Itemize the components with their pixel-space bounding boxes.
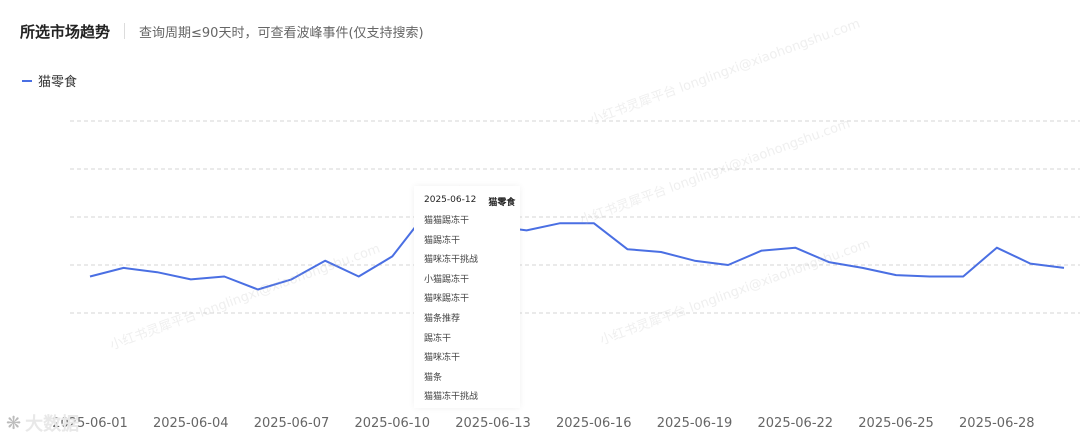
x-tick-label: 2025-06-10 <box>354 416 430 431</box>
logo-icon: ❋ <box>6 412 22 434</box>
chart-tooltip: 2025-06-12 猫零食 猫猫踢冻干 猫踢冻干 猫咪冻干挑战 小猫踢冻干 猫… <box>414 186 520 408</box>
chart-header: 所选市场趋势 查询周期≤90天时，可查看波峰事件(仅支持搜索) <box>20 18 424 44</box>
tooltip-keyword: 猫咪冻干 <box>424 353 461 364</box>
page-subtitle: 查询周期≤90天时，可查看波峰事件(仅支持搜索) <box>139 25 424 41</box>
x-tick-label: 2025-06-07 <box>254 416 330 431</box>
tooltip-keyword: 猫咪冻干挑战 <box>424 255 479 266</box>
tooltip-keyword: 猫条 <box>424 372 443 383</box>
series-line <box>89 194 1065 291</box>
tooltip-keyword-list: 猫猫踢冻干 猫踢冻干 猫咪冻干挑战 小猫踢冻干 猫咪踢冻干 猫条推荐 踢冻干 猫… <box>424 215 478 411</box>
tooltip-date: 2025-06-12 <box>424 195 477 205</box>
legend-line-swatch <box>22 79 32 82</box>
page-title: 所选市场趋势 <box>20 22 111 41</box>
x-tick-label: 2025-06-13 <box>455 416 531 431</box>
x-tick-label: 2025-06-19 <box>657 416 733 431</box>
tooltip-keyword: 猫条推荐 <box>424 313 461 324</box>
tooltip-series-name: 猫零食 <box>488 198 516 208</box>
x-tick-label: 2025-06-01 <box>52 416 128 431</box>
x-tick-label: 2025-06-16 <box>556 416 632 431</box>
tooltip-keyword: 小猫踢冻干 <box>424 274 470 285</box>
legend-label: 猫零食 <box>38 75 78 90</box>
brand-logo: ❋ 大数据 <box>6 410 79 436</box>
x-tick-label: 2025-06-28 <box>959 416 1035 431</box>
tooltip-keyword: 猫踢冻干 <box>424 235 461 246</box>
tooltip-keyword: 猫猫冻干挑战 <box>424 392 479 403</box>
logo-text: 大数据 <box>25 414 80 435</box>
x-tick-label: 2025-06-22 <box>758 416 834 431</box>
x-tick-label: 2025-06-25 <box>858 416 934 431</box>
tooltip-header: 2025-06-12 猫零食 <box>424 195 515 208</box>
tooltip-keyword: 踢冻干 <box>424 333 452 344</box>
header-divider <box>124 23 126 39</box>
chart-legend[interactable]: 猫零食 <box>22 71 77 90</box>
x-tick-label: 2025-06-04 <box>153 416 229 431</box>
tooltip-keyword: 猫猫踢冻干 <box>424 216 470 226</box>
tooltip-keyword: 猫咪踢冻干 <box>424 294 470 305</box>
